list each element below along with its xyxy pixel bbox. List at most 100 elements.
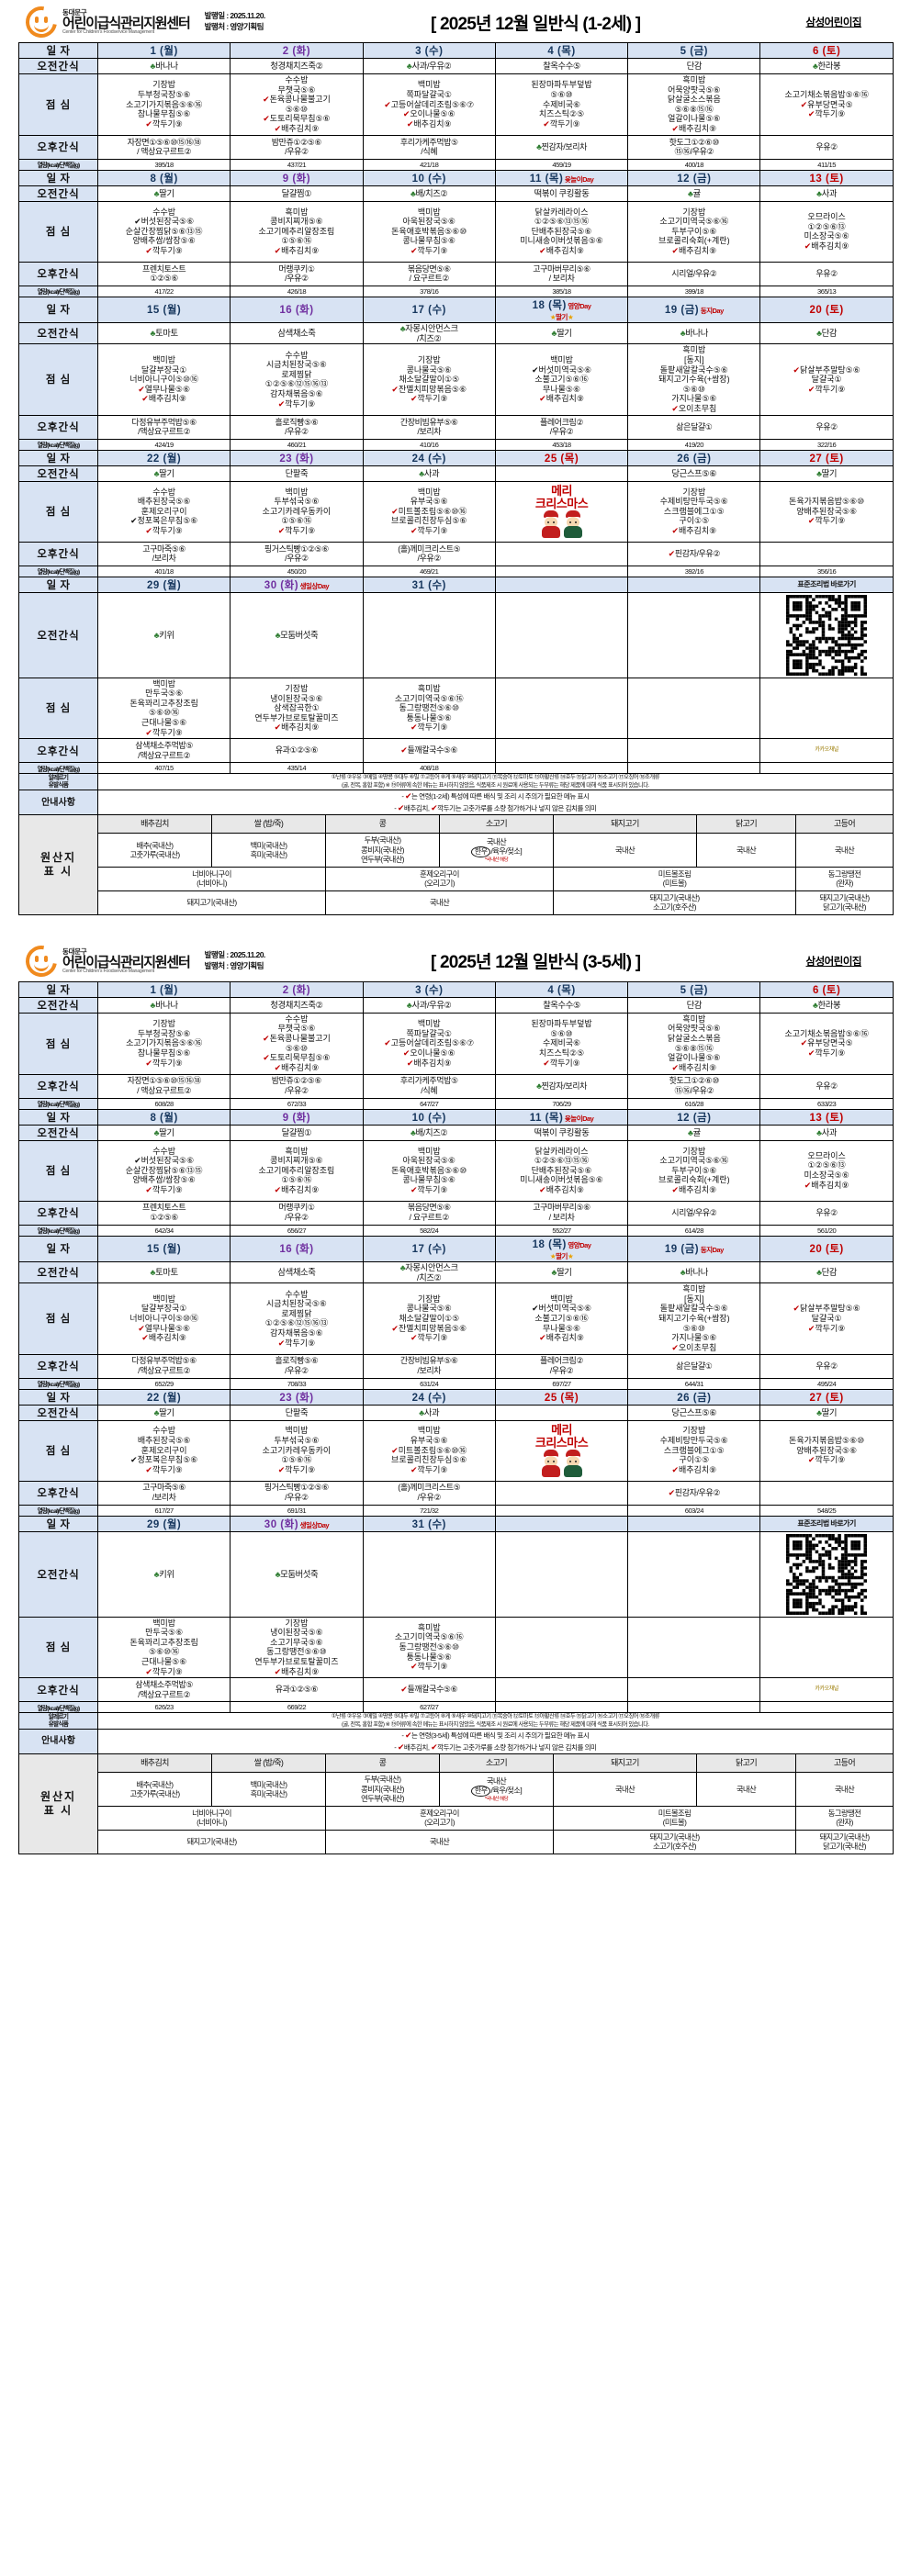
date-cell[interactable]: 10 (수) <box>362 169 496 186</box>
lunch-cell[interactable]: 수수밥 무챗국⑤⑥ ✔돈육콩나물불고기 ⑤⑥⑩ ✔도토리묵무침⑤⑥ ✔배추김치⑨ <box>230 73 364 136</box>
lunch-cell[interactable]: 돈육가지볶음밥⑤⑥⑩ 양배추된장국⑤⑥ ✔깍두기⑨ <box>759 1419 894 1482</box>
pm-snack-cell[interactable]: 유과①②⑤⑥ <box>230 1677 364 1703</box>
lunch-cell[interactable]: 기장밥 수제비탕만두국⑤⑥ 스크램블에그①⑤ 구이①⑤ ✔배추김치⑨ <box>627 1419 761 1482</box>
am-snack-cell[interactable]: ♣모둠버섯죽 <box>230 591 364 678</box>
pm-snack-cell[interactable]: 고구마죽⑤⑥/보리차 <box>96 541 231 566</box>
pm-snack-cell[interactable]: (홀)께미크리스트⑤/우유② <box>362 541 496 566</box>
pm-snack-cell[interactable]: 카카오채널 <box>759 1677 894 1703</box>
am-snack-cell[interactable]: ♣배/치즈② <box>362 1124 496 1141</box>
lunch-cell[interactable] <box>759 1616 894 1679</box>
lunch-cell[interactable]: 수수밥 무챗국⑤⑥ ✔돈육콩나물불고기 ⑤⑥⑩ ✔도토리묵무침⑤⑥ ✔배추김치⑨ <box>230 1012 364 1075</box>
am-snack-cell[interactable]: ♣모둠버섯죽 <box>230 1530 364 1618</box>
pm-snack-cell[interactable]: ✔들깨칼국수⑤⑥ <box>362 1677 496 1703</box>
lunch-cell[interactable]: 백미밥 달걀부장국① 너비아니구이⑤⑩⑯ ✔열무나물⑤⑥ ✔배추김치⑨ <box>96 343 231 416</box>
am-snack-cell[interactable]: 삼색채소죽 <box>230 321 364 345</box>
lunch-cell[interactable]: 기장밥 두부청국장⑤⑥ 소고기가지볶음⑤⑥⑯ 참나물무침⑤⑥ ✔깍두기⑨ <box>96 1012 231 1075</box>
am-snack-cell[interactable]: ♣사과 <box>362 1404 496 1421</box>
date-cell[interactable]: 27 (토) <box>759 449 894 466</box>
pm-snack-cell[interactable]: 삼색채소주먹밥⑤/액상요구르트② <box>96 1677 231 1703</box>
lunch-cell[interactable]: 백미밥 만두국⑤⑥ 돈육꽈리고추장조림 ⑤⑥⑩⑯ 근대나물⑤⑥ ✔깍두기⑨ <box>96 1616 231 1679</box>
date-cell[interactable]: 12 (금) <box>627 169 761 186</box>
lunch-cell[interactable]: 백미밥 ✔버섯미역국⑤⑥ 소불고기⑤⑥⑯ 무나물⑤⑥ ✔배추김치⑨ <box>494 1282 629 1355</box>
am-snack-cell[interactable]: 찰옥수수⑤ <box>494 996 629 1014</box>
am-snack-cell[interactable]: 찰옥수수⑤ <box>494 58 629 74</box>
lunch-cell[interactable]: 백미밥 쪽파달걀국① ✔고등어살데리조림⑤⑥⑦ ✔오이나물⑤⑥ ✔배추김치⑨ <box>362 73 496 136</box>
lunch-cell[interactable]: 흑미밥 소고기미역국⑤⑥⑯ 동그랑땡전⑤⑥⑩ 퉁동나물⑤⑥ ✔깍두기⑨ <box>362 677 496 740</box>
am-snack-cell[interactable]: 떡볶이 쿠킹활동 <box>494 1124 629 1141</box>
pm-snack-cell[interactable] <box>494 738 629 764</box>
date-cell[interactable]: 10 (수) <box>362 1108 496 1126</box>
pm-snack-cell[interactable]: 시리얼/우유② <box>627 261 761 286</box>
am-snack-cell[interactable]: ♣단감 <box>759 321 894 345</box>
date-cell[interactable]: 3 (수) <box>362 42 496 59</box>
date-cell[interactable]: 17 (수) <box>362 1235 496 1262</box>
pm-snack-cell[interactable]: 흘로직빵⑤⑥/우유② <box>230 1353 364 1379</box>
am-snack-cell[interactable] <box>494 1530 629 1618</box>
pm-snack-cell[interactable]: 시리얼/우유② <box>627 1200 761 1226</box>
pm-snack-cell[interactable]: 삶은달걀① <box>627 414 761 440</box>
pm-snack-cell[interactable] <box>759 1480 894 1506</box>
date-cell[interactable]: 27 (토) <box>759 1388 894 1406</box>
am-snack-cell[interactable] <box>759 591 894 678</box>
pm-snack-cell[interactable]: 고구마버무리⑤⑥ / 보리차 <box>494 1200 629 1226</box>
pm-snack-cell[interactable] <box>627 1677 761 1703</box>
date-cell[interactable]: 2 (화) <box>230 42 364 59</box>
lunch-cell[interactable] <box>627 677 761 740</box>
date-cell[interactable]: 8 (월) <box>96 1108 231 1126</box>
lunch-cell[interactable]: 닭살카레라이스 ①②⑤⑥⑬⑮⑯ 단배추된장국⑤⑥ 미니새송이버섯볶음⑤⑥ ✔배추김치⑨ <box>494 1139 629 1202</box>
date-cell[interactable]: 11 (목) 윷놀이Day <box>494 169 629 186</box>
lunch-cell[interactable]: 백미밥 유부국⑤⑥ ✔미트볼조림⑤⑥⑩⑯ 브로콜리친장두심⑤⑥ ✔깍두기⑨ <box>362 480 496 543</box>
am-snack-cell[interactable]: 삼색채소죽 <box>230 1260 364 1284</box>
date-cell[interactable]: 11 (목) 윷놀이Day <box>494 1108 629 1126</box>
lunch-cell[interactable]: 된장마파두부덮밥 ⑤⑥⑩ 수제비국⑥ 치즈스틱②⑤ ✔깍두기⑨ <box>494 1012 629 1075</box>
am-snack-cell[interactable]: 달걀찜① <box>230 1124 364 1141</box>
date-cell[interactable]: 3 (수) <box>362 980 496 998</box>
lunch-cell[interactable]: 흑미밥 소고기미역국⑤⑥⑯ 동그랑땡전⑤⑥⑩ 퉁동나물⑤⑥ ✔깍두기⑨ <box>362 1616 496 1679</box>
am-snack-cell[interactable]: ♣딸기 <box>494 321 629 345</box>
lunch-cell[interactable] <box>494 1616 629 1679</box>
am-snack-cell[interactable]: ♣배/치즈② <box>362 185 496 202</box>
lunch-cell[interactable]: 된장마파두부덮밥 ⑤⑥⑩ 수제비국⑥ 치즈스틱②⑤ ✔깍두기⑨ <box>494 73 629 136</box>
am-snack-cell[interactable]: ♣딸기 <box>96 465 231 482</box>
lunch-cell[interactable] <box>759 677 894 740</box>
date-cell[interactable]: 9 (화) <box>230 169 364 186</box>
pm-snack-cell[interactable] <box>759 541 894 566</box>
date-cell[interactable]: 9 (화) <box>230 1108 364 1126</box>
date-cell[interactable]: 5 (금) <box>627 42 761 59</box>
lunch-cell[interactable]: 백미밥 만두국⑤⑥ 돈육꽈리고추장조림 ⑤⑥⑩⑯ 근대나물⑤⑥ ✔깍두기⑨ <box>96 677 231 740</box>
date-cell[interactable]: 4 (목) <box>494 980 629 998</box>
pm-snack-cell[interactable]: 후리가케주먹밥⑤/식혜 <box>362 134 496 160</box>
lunch-cell[interactable]: 흑미밥 어묵양팟국⑤⑥ 닭살굴소스볶음 ⑤⑥⑧⑮⑯ 얼갈이나물⑤⑥ ✔배추김치⑨ <box>627 1012 761 1075</box>
am-snack-cell[interactable]: ♣딸기 <box>494 1260 629 1284</box>
lunch-cell[interactable]: 소고기채소볶음밥⑤⑥⑯ ✔유부당면국⑤ ✔깍두기⑨ <box>759 73 894 136</box>
am-snack-cell[interactable]: ♣단감 <box>759 1260 894 1284</box>
am-snack-cell[interactable] <box>494 591 629 678</box>
lunch-cell[interactable]: 흑미밥 어묵양팟국⑤⑥ 닭살굴소스볶음 ⑤⑥⑧⑮⑯ 얼갈이나물⑤⑥ ✔배추김치⑨ <box>627 73 761 136</box>
am-snack-cell[interactable]: 떡볶이 쿠킹활동 <box>494 185 629 202</box>
pm-snack-cell[interactable]: 삼색채소주먹밥⑤/액상요구르트② <box>96 738 231 764</box>
am-snack-cell[interactable]: ♣자몽시안먼스크/치즈② <box>362 321 496 345</box>
date-cell[interactable]: 1 (월) <box>96 980 231 998</box>
lunch-cell[interactable]: 백미밥 아욱된장국⑤⑥ 돈육애호박볶음⑤⑥⑩ 콩나물무침⑤⑥ ✔깍두기⑨ <box>362 200 496 263</box>
lunch-cell[interactable]: 백미밥 아욱된장국⑤⑥ 돈육애호박볶음⑤⑥⑩ 콩나물무침⑤⑥ ✔깍두기⑨ <box>362 1139 496 1202</box>
am-snack-cell[interactable]: ♣사과/우유② <box>362 58 496 74</box>
date-cell[interactable]: 표준조리법 바로가기 <box>759 1515 894 1532</box>
lunch-cell[interactable]: 기장밥 콩나물국⑤⑥ 채소달걀말이①⑤ ✔잔멸치피망볶음⑤⑥ ✔깍두기⑨ <box>362 343 496 416</box>
date-cell[interactable]: 5 (금) <box>627 980 761 998</box>
am-snack-cell[interactable]: 달걀찜① <box>230 185 364 202</box>
qr-code[interactable] <box>786 594 868 676</box>
lunch-cell[interactable] <box>494 677 629 740</box>
date-cell[interactable]: 13 (토) <box>759 169 894 186</box>
pm-snack-cell[interactable]: 고구마버무리⑤⑥ / 보리차 <box>494 261 629 286</box>
pm-snack-cell[interactable]: 볶음당면⑤⑥ / 요구르트② <box>362 261 496 286</box>
date-cell[interactable]: 23 (화) <box>230 1388 364 1406</box>
pm-snack-cell[interactable]: 핑거스틱빵①②⑤⑥/우유② <box>230 1480 364 1506</box>
lunch-cell[interactable]: 백미밥 두부섞국⑤⑥ 소고기카레우동카이 ①⑤⑥⑯ ✔깍두기⑨ <box>230 480 364 543</box>
am-snack-cell[interactable]: ♣키위 <box>96 1530 231 1618</box>
date-cell[interactable]: 30 (화) 생일상Day <box>230 1515 364 1532</box>
date-cell[interactable]: 24 (수) <box>362 449 496 466</box>
pm-snack-cell[interactable]: 우유② <box>759 1200 894 1226</box>
lunch-cell[interactable]: 메리 크리스마스 <box>494 1419 629 1482</box>
date-cell[interactable]: 31 (수) <box>362 1515 496 1532</box>
pm-snack-cell[interactable] <box>494 1677 629 1703</box>
